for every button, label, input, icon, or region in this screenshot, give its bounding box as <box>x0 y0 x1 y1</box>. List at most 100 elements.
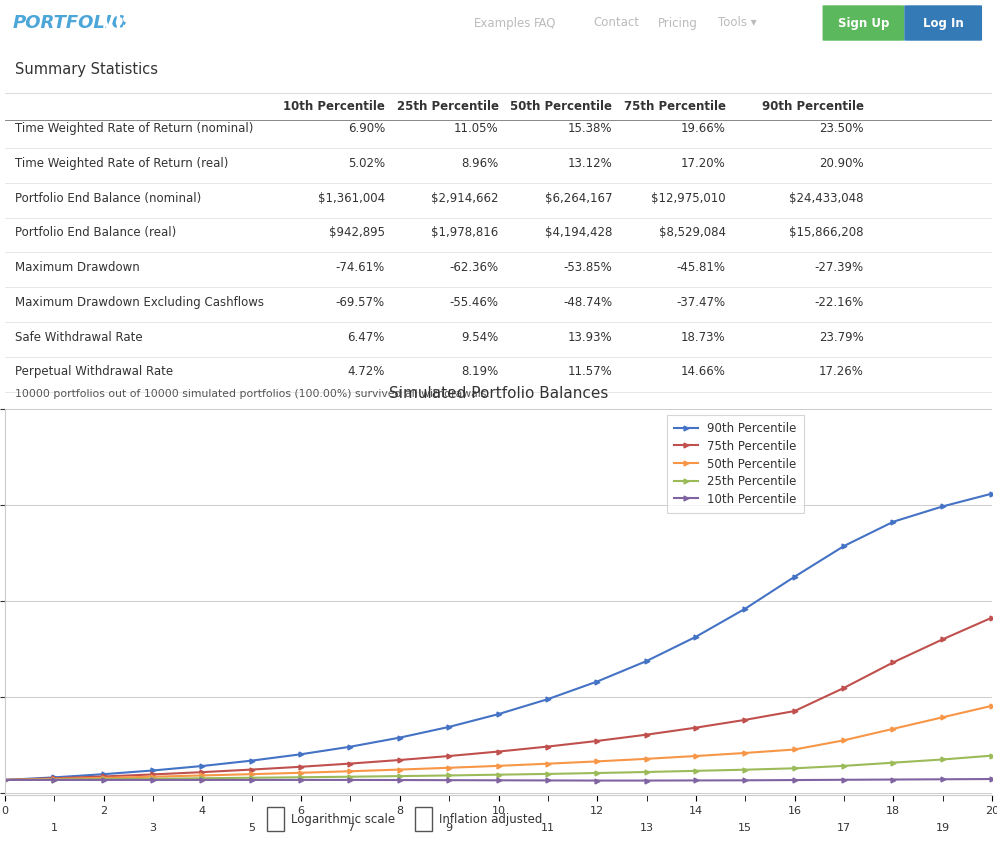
Text: $24,433,048: $24,433,048 <box>790 191 863 205</box>
25th Percentile <box>789 763 801 773</box>
50th Percentile <box>98 772 110 783</box>
Text: Time Weighted Rate of Return (real): Time Weighted Rate of Return (real) <box>15 157 228 170</box>
75th Percentile <box>295 761 307 772</box>
Text: $4,194,428: $4,194,428 <box>544 226 612 240</box>
25th Percentile <box>542 769 554 779</box>
Text: 5.02%: 5.02% <box>348 157 385 170</box>
Text: Logarithmic scale: Logarithmic scale <box>291 812 396 826</box>
Text: 15.38%: 15.38% <box>567 122 612 135</box>
10th Percentile <box>48 775 60 785</box>
10th Percentile <box>690 775 702 785</box>
Text: $12,975,010: $12,975,010 <box>651 191 726 205</box>
75th Percentile <box>98 772 110 782</box>
25th Percentile <box>591 768 603 778</box>
Line: 75th Percentile: 75th Percentile <box>3 615 994 783</box>
75th Percentile <box>591 736 603 746</box>
Text: VISUALIZER: VISUALIZER <box>95 14 219 32</box>
Text: 10th Percentile: 10th Percentile <box>283 101 385 113</box>
Text: 4.72%: 4.72% <box>348 365 385 379</box>
Text: 17.26%: 17.26% <box>819 365 863 379</box>
Text: -45.81%: -45.81% <box>677 261 726 274</box>
75th Percentile <box>542 741 554 751</box>
Text: 11.05%: 11.05% <box>454 122 498 135</box>
90th Percentile <box>0 775 11 785</box>
75th Percentile <box>443 751 455 761</box>
Text: $15,866,208: $15,866,208 <box>790 226 863 240</box>
90th Percentile <box>740 604 752 614</box>
10th Percentile <box>394 775 406 785</box>
10th Percentile <box>789 775 801 785</box>
50th Percentile <box>0 775 11 785</box>
75th Percentile <box>740 715 752 725</box>
10th Percentile <box>986 774 997 784</box>
Text: 25th Percentile: 25th Percentile <box>397 101 498 113</box>
75th Percentile <box>0 775 11 785</box>
90th Percentile <box>837 541 849 551</box>
10th Percentile <box>887 774 899 784</box>
50th Percentile <box>245 769 257 779</box>
25th Percentile <box>937 755 949 765</box>
Text: 18.73%: 18.73% <box>681 330 726 344</box>
Text: 23.79%: 23.79% <box>819 330 863 344</box>
50th Percentile <box>986 700 997 711</box>
Text: Pricing: Pricing <box>658 16 698 30</box>
50th Percentile <box>394 765 406 775</box>
25th Percentile <box>394 771 406 781</box>
25th Percentile <box>443 771 455 781</box>
50th Percentile <box>690 751 702 761</box>
25th Percentile <box>196 773 208 783</box>
25th Percentile <box>98 774 110 784</box>
50th Percentile <box>542 759 554 769</box>
50th Percentile <box>591 756 603 767</box>
75th Percentile <box>789 706 801 716</box>
90th Percentile <box>443 722 455 732</box>
Text: $942,895: $942,895 <box>329 226 385 240</box>
Line: 50th Percentile: 50th Percentile <box>3 703 994 783</box>
90th Percentile <box>245 756 257 766</box>
Text: -27.39%: -27.39% <box>815 261 863 274</box>
10th Percentile <box>295 775 307 785</box>
50th Percentile <box>493 761 504 771</box>
10th Percentile <box>542 775 554 785</box>
Text: 6.90%: 6.90% <box>348 122 385 135</box>
75th Percentile <box>640 729 652 739</box>
75th Percentile <box>493 746 504 756</box>
Text: 8.19%: 8.19% <box>462 365 498 379</box>
10th Percentile <box>196 775 208 785</box>
10th Percentile <box>937 774 949 784</box>
50th Percentile <box>837 735 849 745</box>
Text: Summary Statistics: Summary Statistics <box>15 63 158 77</box>
Text: Inflation adjusted: Inflation adjusted <box>440 812 542 826</box>
Text: -48.74%: -48.74% <box>563 296 612 309</box>
Text: Log In: Log In <box>923 16 963 30</box>
90th Percentile <box>640 656 652 666</box>
90th Percentile <box>394 733 406 743</box>
Text: 13.93%: 13.93% <box>567 330 612 344</box>
Text: -37.47%: -37.47% <box>676 296 726 309</box>
50th Percentile <box>740 748 752 758</box>
75th Percentile <box>690 722 702 733</box>
10th Percentile <box>148 775 160 785</box>
Title: Simulated Portfolio Balances: Simulated Portfolio Balances <box>389 386 608 401</box>
Bar <box>415 807 433 831</box>
90th Percentile <box>690 632 702 642</box>
Text: $2,914,662: $2,914,662 <box>431 191 498 205</box>
Line: 25th Percentile: 25th Percentile <box>3 753 994 783</box>
Text: Maximum Drawdown Excluding Cashflows: Maximum Drawdown Excluding Cashflows <box>15 296 264 309</box>
Text: 13.12%: 13.12% <box>567 157 612 170</box>
Text: Maximum Drawdown: Maximum Drawdown <box>15 261 140 274</box>
Text: -22.16%: -22.16% <box>815 296 863 309</box>
Text: Examples: Examples <box>474 16 531 30</box>
Text: Sign Up: Sign Up <box>837 16 889 30</box>
Text: 20.90%: 20.90% <box>820 157 863 170</box>
Text: -62.36%: -62.36% <box>450 261 498 274</box>
50th Percentile <box>48 774 60 784</box>
25th Percentile <box>837 761 849 771</box>
10th Percentile <box>98 775 110 785</box>
50th Percentile <box>937 712 949 722</box>
Text: $1,978,816: $1,978,816 <box>432 226 498 240</box>
90th Percentile <box>937 501 949 512</box>
50th Percentile <box>148 772 160 782</box>
90th Percentile <box>295 749 307 759</box>
25th Percentile <box>0 775 11 785</box>
